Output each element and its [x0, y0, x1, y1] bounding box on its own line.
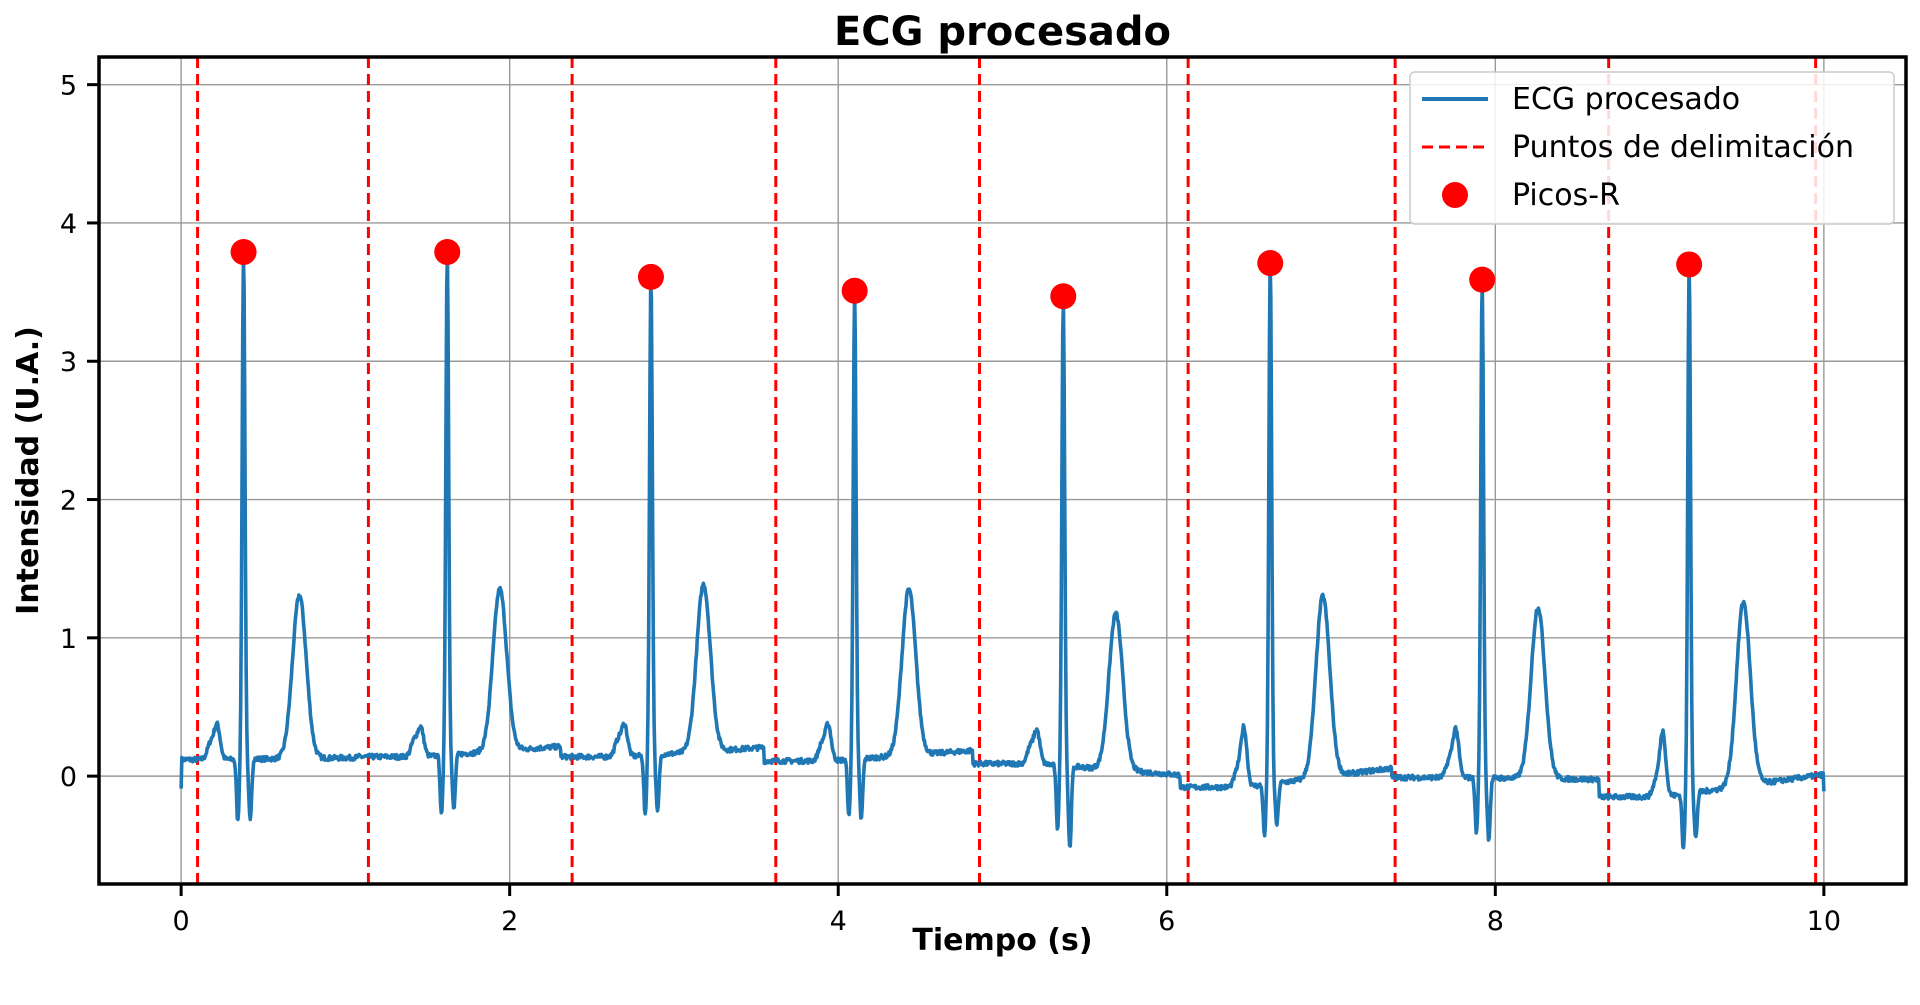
- ecg-line-layer: [179, 251, 1826, 850]
- y-tick-label: 4: [60, 209, 77, 240]
- legend: ECG procesado Puntos de delimitación Pic…: [1409, 71, 1895, 225]
- x-tick-label: 6: [1158, 906, 1175, 937]
- r-peak-marker: [1676, 251, 1703, 278]
- x-tick-label: 8: [1487, 906, 1504, 937]
- axis-ticks: 0 2 4 6 8 10 0 1 2 3 4 5: [60, 71, 1841, 937]
- y-tick-label: 5: [60, 71, 77, 102]
- r-peak-marker: [1469, 266, 1496, 293]
- legend-swatch-peaks: [1442, 182, 1468, 208]
- r-peak-marker: [230, 238, 257, 265]
- legend-label-delimitation: Puntos de delimitación: [1512, 130, 1854, 165]
- y-tick-label: 0: [60, 762, 77, 793]
- r-peak-marker: [637, 263, 664, 290]
- ecg-line: [179, 251, 1826, 850]
- r-peak-marker: [1257, 250, 1284, 277]
- r-peak-markers: [230, 238, 1703, 310]
- y-axis-title: Intensidad (U.A.): [11, 326, 46, 615]
- x-axis-title: Tiempo (s): [912, 923, 1092, 958]
- r-peak-marker: [434, 238, 461, 265]
- r-peak-marker: [1050, 283, 1077, 310]
- x-tick-label: 4: [830, 906, 847, 937]
- x-tick-label: 0: [173, 906, 190, 937]
- legend-box: [1409, 71, 1895, 225]
- x-tick-label: 10: [1807, 906, 1841, 937]
- plot-frame: [97, 55, 1908, 886]
- x-tick-label: 2: [501, 906, 518, 937]
- y-tick-label: 2: [60, 486, 77, 517]
- r-peak-marker: [841, 277, 868, 304]
- y-tick-label: 1: [60, 624, 77, 655]
- legend-label-ecg: ECG procesado: [1512, 82, 1740, 117]
- y-tick-label: 3: [60, 347, 77, 378]
- chart-title: ECG procesado: [834, 9, 1171, 55]
- legend-label-peaks: Picos-R: [1512, 178, 1620, 213]
